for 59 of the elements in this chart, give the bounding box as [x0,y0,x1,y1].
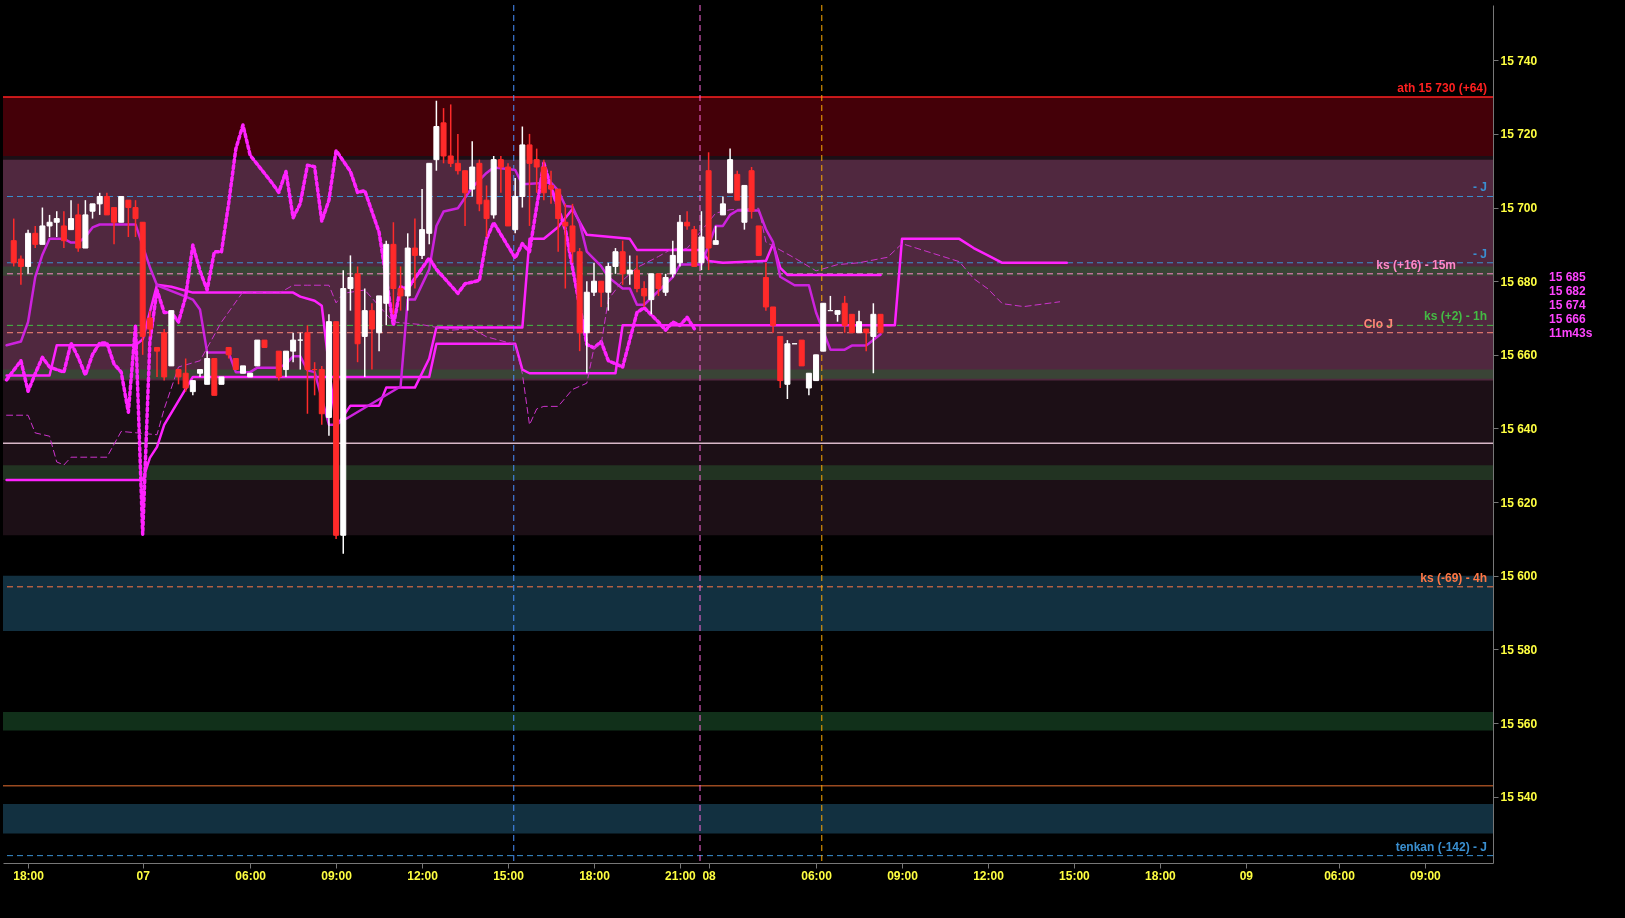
candlestick [877,313,884,334]
text: 15 666 [1549,311,1587,326]
x-tick-label: 09:00 [1410,868,1442,883]
line-series [6,207,1061,466]
y-tick-label: 15 660 [1500,348,1538,363]
candlestick [469,140,476,198]
candlestick [719,195,726,216]
candlestick [662,273,669,297]
x-tick-label: 12:00 [407,868,439,883]
x-tick-label: 06:00 [1324,868,1356,883]
candlestick [870,302,877,374]
candlestick [68,199,75,231]
candlestick [297,331,304,371]
x-tick-label: 09 [1239,868,1254,883]
x-tick-label: 21:00 [665,868,697,883]
x-tick-label: 18:00 [579,868,611,883]
y-tick-label: 15 580 [1500,642,1538,657]
candlestick [598,280,605,308]
text: 15 682 [1549,283,1587,298]
text: 11m43s [1549,325,1593,340]
candlestick [863,328,870,352]
x-tick-label: 09:00 [321,868,353,883]
y-tick-label: 15 640 [1500,421,1538,436]
y-tick-label: 15 740 [1500,53,1538,68]
x-tick-label: 18:00 [13,868,45,883]
y-tick-label: 15 540 [1500,790,1538,805]
candlestick [60,210,67,249]
candlestick [411,217,418,290]
ref-line-label: ath 15 730 (+64) [1397,81,1487,96]
x-tick-label: 07 [136,868,151,883]
candlestick [712,225,719,246]
y-tick-label: 15 620 [1500,495,1538,510]
x-tick-label: 15:00 [1059,868,1091,883]
y-tick-label: 15 720 [1500,127,1538,142]
ref-line-label: ks (+2) - 1h [1423,309,1487,324]
y-tick-label: 15 600 [1500,569,1538,584]
x-tick-label: 06:00 [801,868,833,883]
ref-line-label: - J [1472,246,1487,261]
candlestick [32,225,39,249]
candlestick [619,239,626,286]
candlestick [368,302,375,371]
ref-line-label: tenkan (-142) - J [1395,839,1487,854]
ref-line-label: ks (-69) - 4h [1420,570,1487,585]
ref-line-label: - J [1472,180,1487,195]
candlestick [684,210,691,231]
x-tick-label: 08 [702,868,717,883]
candlestick [626,254,633,286]
x-tick-label: 15:00 [493,868,525,883]
y-tick-label: 15 680 [1500,274,1538,289]
y-tick-label: 15 700 [1500,201,1538,216]
text: 15 674 [1549,297,1587,312]
candlestick [655,273,662,297]
candlestick [856,309,863,334]
x-tick-label: 09:00 [887,868,919,883]
x-tick-label: 18:00 [1145,868,1177,883]
y-tick-label: 15 560 [1500,716,1538,731]
text: 15 685 [1549,269,1587,284]
x-tick-label: 12:00 [973,868,1005,883]
x-tick-label: 06:00 [235,868,267,883]
